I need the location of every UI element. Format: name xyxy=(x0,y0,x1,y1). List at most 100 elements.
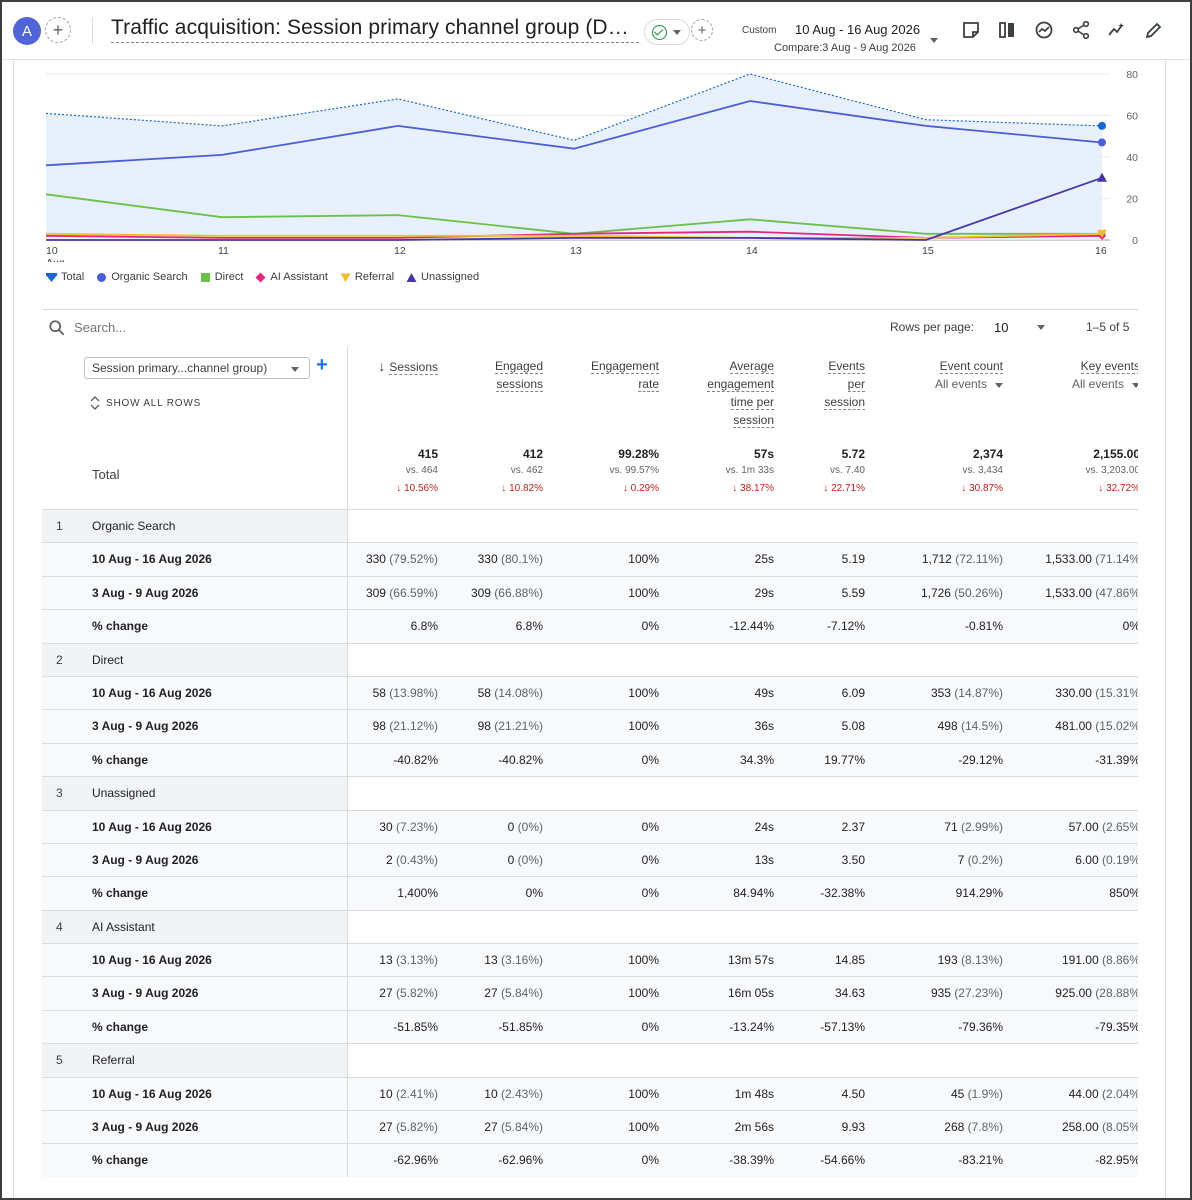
total-cell: 412 vs. 462 ↓ 10.82% xyxy=(453,447,543,499)
legend-item[interactable]: AI Assistant xyxy=(255,271,328,283)
series-end-marker xyxy=(1098,121,1106,130)
expand-icon xyxy=(90,396,100,410)
group-row[interactable]: 4 AI Assistant xyxy=(42,909,1138,944)
rows-per-page-chevron-icon[interactable] xyxy=(1037,325,1045,330)
legend-item[interactable]: Direct xyxy=(200,271,243,283)
group-row[interactable]: 1 Organic Search xyxy=(42,509,1138,543)
cell-value: 4.50 xyxy=(841,1086,865,1101)
cell-engaged: 0 (0%) xyxy=(508,853,543,867)
search-icon[interactable] xyxy=(48,319,66,337)
column-header-engrate[interactable]: Engagement rate xyxy=(559,357,659,393)
cell-value: 330 xyxy=(477,552,498,567)
row-label: 3 Aug - 9 Aug 2026 xyxy=(92,986,199,1001)
cell-value: 191.00 xyxy=(1061,953,1099,968)
add-comparison-icon[interactable]: + xyxy=(45,17,71,43)
group-row[interactable]: 2 Direct xyxy=(42,642,1138,676)
rows-per-page-label: Rows per page: xyxy=(890,320,975,334)
cell-value: 5.59 xyxy=(841,585,865,600)
legend-item[interactable]: Total xyxy=(46,271,84,283)
cell-value: 1,712 xyxy=(921,552,952,567)
report-status-dropdown[interactable] xyxy=(644,19,690,45)
share-icon[interactable] xyxy=(1070,19,1092,41)
legend-item[interactable]: Unassigned xyxy=(406,271,479,283)
legend-label: Organic Search xyxy=(111,271,188,283)
column-header-keyev[interactable]: Key events All events xyxy=(1030,357,1138,393)
column-header-sessions[interactable]: ↓ Sessions xyxy=(348,357,438,376)
cell-sessions: -51.85% xyxy=(393,1020,438,1034)
total-change-value: 10.56% xyxy=(404,483,438,494)
date-chevron-down-icon[interactable] xyxy=(930,38,938,43)
dimension-header: Session primary...channel group) + SHOW … xyxy=(42,347,347,510)
table-row: % change 6.8% 6.8% 0% -12.44% -7.12% -0.81% 0% xyxy=(42,609,1138,643)
total-value: 2,374 xyxy=(972,447,1003,461)
cell-value: 309 xyxy=(365,585,386,600)
add-dimension-button[interactable]: + xyxy=(316,354,328,376)
total-change: ↓ 30.87% xyxy=(893,483,1003,499)
cell-value: -82.95% xyxy=(1095,1153,1138,1168)
group-row[interactable]: 5 Referral xyxy=(42,1043,1138,1077)
page-title[interactable]: Traffic acquisition: Session primary cha… xyxy=(111,16,639,43)
cell-value: 6.8% xyxy=(410,619,438,634)
table-row: 10 Aug - 16 Aug 2026 58 (13.98%) 58 (14.08… xyxy=(42,675,1138,710)
column-header-eps[interactable]: Events per session xyxy=(785,357,865,411)
column-header-evcount[interactable]: Event count All events xyxy=(893,357,1003,393)
column-header-engaged[interactable]: Engaged sessions xyxy=(453,357,543,393)
notes-icon[interactable] xyxy=(960,19,982,41)
row-label: 10 Aug - 16 Aug 2026 xyxy=(92,953,212,968)
cell-avgtime: 16m 05s xyxy=(728,986,774,1000)
cell-value: 24s xyxy=(754,819,774,834)
column-header-label: Sessions xyxy=(389,360,438,375)
column-divider xyxy=(347,743,348,777)
insights-icon[interactable] xyxy=(1033,19,1055,41)
metric-filter-label: All events xyxy=(934,377,987,391)
data-table: Session primary...channel group) + SHOW … xyxy=(42,347,1138,1177)
cell-share: (2.65% xyxy=(1098,819,1138,834)
cell-keyev: 1,533.00 (47.86% xyxy=(1045,586,1138,600)
row-index: 3 xyxy=(56,786,63,801)
total-value: 5.72 xyxy=(841,447,865,461)
account-avatar[interactable]: A xyxy=(13,17,41,45)
edit-icon[interactable] xyxy=(1143,19,1165,41)
cell-value: 100% xyxy=(628,1086,659,1101)
cell-sessions: 30 (7.23%) xyxy=(379,820,438,834)
total-change-value: 10.82% xyxy=(509,483,543,494)
legend-item[interactable]: Referral xyxy=(340,271,394,283)
group-row[interactable]: 3 Unassigned xyxy=(42,776,1138,810)
column-header-label: Engagement xyxy=(590,359,659,374)
dimension-select[interactable]: Session primary...channel group) xyxy=(84,357,310,379)
legend-item[interactable]: Organic Search xyxy=(96,271,188,283)
cell-value: 25s xyxy=(754,552,774,567)
cell-eps: 6.09 xyxy=(842,686,865,700)
compare-columns-icon[interactable] xyxy=(996,19,1018,41)
metric-filter-select[interactable]: All events xyxy=(893,375,1003,393)
cell-sessions: 309 (66.59%) xyxy=(366,586,438,600)
rows-per-page-select[interactable]: 10 xyxy=(994,320,1009,335)
legend-marker-icon xyxy=(340,273,351,282)
cell-value: 27 xyxy=(379,986,393,1001)
column-divider xyxy=(347,676,348,710)
total-change-value: 32.72% xyxy=(1106,483,1138,494)
cell-sessions: 98 (21.12%) xyxy=(373,719,438,733)
total-cell: 57s vs. 1m 33s ↓ 38.17% xyxy=(674,447,774,499)
table-row: % change -40.82% -40.82% 0% 34.3% 19.77% -29.1… xyxy=(42,742,1138,777)
cell-keyev: 925.00 (28.88% xyxy=(1055,986,1138,1000)
avatar-letter: A xyxy=(21,22,32,40)
table-row: 3 Aug - 9 Aug 2026 27 (5.82%) 27 (5.84%) 10… xyxy=(42,1110,1138,1144)
cell-share: (0.43%) xyxy=(392,852,438,867)
cell-value: 6.8% xyxy=(515,619,543,634)
table-row: 3 Aug - 9 Aug 2026 2 (0.43%) 0 (0%) 0% 13s 3.… xyxy=(42,842,1138,877)
column-header-avgtime[interactable]: Average engagement time per session xyxy=(674,357,774,429)
cell-value: 0 xyxy=(507,819,515,834)
channel-name: Referral xyxy=(92,1053,135,1068)
trend-icon[interactable] xyxy=(1106,19,1128,41)
cell-share: (8.13%) xyxy=(957,953,1003,968)
cell-value: 481.00 xyxy=(1055,719,1092,734)
add-filter-icon[interactable]: + xyxy=(691,19,713,41)
column-divider xyxy=(347,910,348,944)
cell-value: 1,533.00 xyxy=(1045,552,1092,567)
search-input[interactable] xyxy=(74,320,374,335)
metric-filter-select[interactable]: All events xyxy=(1030,375,1138,393)
show-all-rows-button[interactable]: SHOW ALL ROWS xyxy=(90,396,201,410)
sort-arrow-icon[interactable]: ↓ xyxy=(378,358,390,374)
y-tick-label: 60 xyxy=(1126,111,1138,123)
